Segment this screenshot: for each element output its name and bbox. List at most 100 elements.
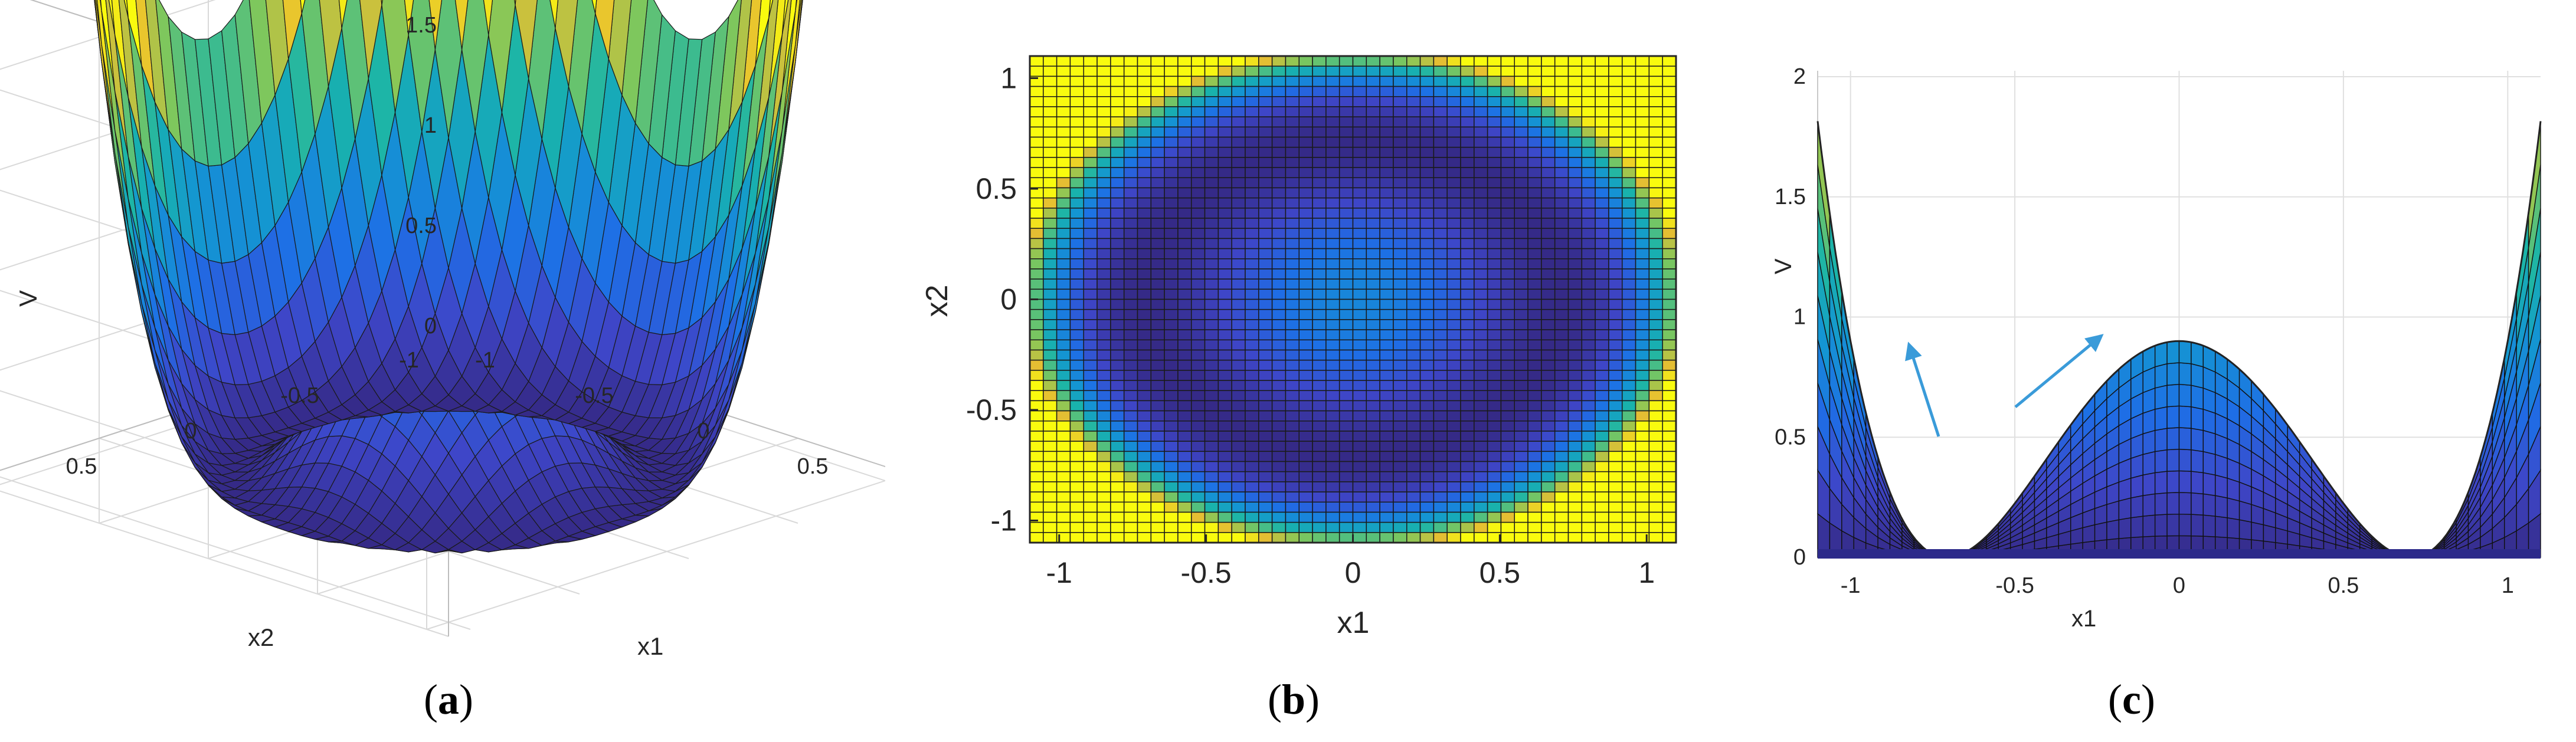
heatmap-cell: [1419, 400, 1435, 412]
heatmap-cell: [1352, 136, 1367, 148]
surface-facet: [2227, 517, 2240, 539]
heatmap-cell: [1217, 208, 1232, 219]
panel-b: -1 -0.5 0 0.5 1 -1 -0.5 0 0.5 1 x1 x2 (b): [885, 0, 1741, 742]
heatmap-cell: [1164, 288, 1179, 300]
heatmap-cell: [1662, 349, 1677, 361]
heatmap-cell: [1312, 268, 1327, 280]
heatmap-cell: [1581, 177, 1596, 189]
heatmap-cell: [1271, 55, 1287, 67]
heatmap-cell: [1527, 218, 1542, 229]
heatmap-cell: [1379, 421, 1394, 432]
heatmap-cell: [1258, 521, 1273, 533]
heatmap-cell: [1217, 298, 1232, 310]
heatmap-cell: [1110, 65, 1125, 77]
heatmap-cell: [1446, 116, 1461, 128]
grid-line: [426, 480, 885, 630]
heatmap-cell: [1352, 86, 1367, 97]
heatmap-cell: [1177, 461, 1192, 472]
heatmap-cell: [1567, 258, 1583, 270]
heatmap-cell: [1191, 431, 1206, 442]
heatmap-cell: [1635, 86, 1650, 97]
heatmap-cell: [1029, 106, 1044, 117]
heatmap-cell: [1554, 248, 1569, 260]
heatmap-cell: [1191, 521, 1206, 533]
heatmap-cell: [1150, 441, 1165, 452]
heatmap-cell: [1137, 228, 1152, 239]
heatmap-cell: [1554, 167, 1569, 178]
heatmap-cell: [1514, 86, 1528, 97]
heatmap-cell: [1608, 208, 1623, 219]
heatmap-cell: [1446, 461, 1461, 472]
heatmap-cell: [1648, 218, 1663, 229]
heatmap-cell: [1325, 106, 1340, 117]
heatmap-cell: [1622, 96, 1636, 107]
heatmap-cell: [1635, 431, 1650, 442]
heatmap-cell: [1177, 208, 1192, 219]
heatmap-cell: [1500, 349, 1515, 361]
heatmap-cell: [1527, 471, 1542, 482]
heatmap-cell: [1083, 187, 1098, 199]
heatmap-cell: [1029, 208, 1044, 219]
heatmap-cell: [1527, 146, 1542, 158]
heatmap-cell: [1177, 431, 1192, 442]
heatmap-cell: [1177, 370, 1192, 381]
heatmap-cell: [1298, 278, 1313, 290]
heatmap-cell: [1191, 258, 1206, 270]
heatmap-cell: [1096, 208, 1111, 219]
heatmap-cell: [1177, 491, 1192, 503]
heatmap-cell: [1419, 187, 1435, 199]
heatmap-cell: [1648, 248, 1663, 260]
heatmap-cell: [1150, 298, 1165, 310]
heatmap-cell: [1352, 461, 1367, 472]
heatmap-cell: [1393, 491, 1408, 503]
heatmap-cell: [1083, 410, 1098, 422]
heatmap-cell: [1541, 511, 1556, 523]
heatmap-cell: [1419, 421, 1435, 432]
heatmap-cell: [1554, 86, 1569, 97]
heatmap-cell: [1298, 521, 1313, 533]
surface-facet: [2178, 405, 2192, 429]
heatmap-cell: [1056, 228, 1071, 239]
heatmap-cell: [1217, 390, 1232, 402]
heatmap-cell: [1110, 431, 1125, 442]
surface-facet: [2191, 385, 2204, 410]
heatmap-cell: [1500, 390, 1515, 402]
heatmap-cell: [1150, 339, 1165, 351]
heatmap-cell: [1406, 410, 1421, 422]
heatmap-cell: [1541, 308, 1556, 320]
heatmap-cell: [1635, 451, 1650, 462]
heatmap-cell: [1514, 390, 1528, 402]
heatmap-cell: [1029, 421, 1044, 432]
heatmap-cell: [1231, 157, 1246, 168]
heatmap-cell: [1595, 349, 1609, 361]
heatmap-cell: [1662, 308, 1677, 320]
heatmap-cell: [1137, 380, 1152, 391]
heatmap-cell: [1096, 218, 1111, 229]
heatmap-cell: [1110, 258, 1125, 270]
z-tick-label: 1: [424, 113, 437, 138]
heatmap-cell: [1406, 228, 1421, 239]
heatmap-cell: [1379, 339, 1394, 351]
heatmap-cell: [1258, 400, 1273, 412]
heatmap-cell: [1500, 228, 1515, 239]
heatmap-cell: [1446, 288, 1461, 300]
heatmap-cell: [1379, 532, 1394, 543]
heatmap-cell: [1622, 400, 1636, 412]
heatmap-cell: [1567, 491, 1583, 503]
heatmap-cell: [1123, 197, 1138, 209]
heatmap-cell: [1406, 370, 1421, 381]
heatmap-cell: [1474, 65, 1488, 77]
heatmap-cell: [1567, 359, 1583, 371]
heatmap-cell: [1029, 167, 1044, 178]
y-tick-label: 1: [1000, 62, 1017, 95]
heatmap-cell: [1096, 370, 1111, 381]
heatmap-cell: [1662, 146, 1677, 158]
heatmap-cell: [1258, 268, 1273, 280]
heatmap-cell: [1110, 501, 1125, 513]
heatmap-cell: [1271, 329, 1287, 340]
heatmap-cell: [1541, 451, 1556, 462]
heatmap-cell: [1366, 157, 1380, 168]
heatmap-cell: [1191, 339, 1206, 351]
heatmap-cell: [1622, 86, 1636, 97]
v-axis-label: V: [1770, 258, 1796, 274]
